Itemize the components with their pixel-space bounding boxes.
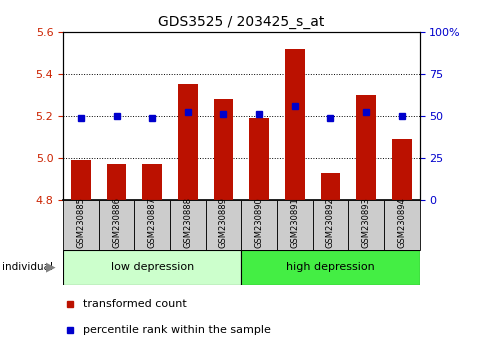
Text: GSM230891: GSM230891 <box>289 197 299 248</box>
Bar <box>134 200 170 250</box>
Bar <box>142 164 162 200</box>
Text: ▶: ▶ <box>46 261 56 274</box>
Bar <box>106 164 126 200</box>
Bar <box>99 200 134 250</box>
Bar <box>312 200 348 250</box>
Text: low depression: low depression <box>110 262 194 272</box>
Text: percentile rank within the sample: percentile rank within the sample <box>82 325 270 335</box>
Bar <box>249 118 268 200</box>
Text: GSM230892: GSM230892 <box>325 197 334 248</box>
Title: GDS3525 / 203425_s_at: GDS3525 / 203425_s_at <box>158 16 324 29</box>
Bar <box>71 160 91 200</box>
Bar <box>391 139 410 200</box>
Bar <box>213 99 233 200</box>
Text: GSM230887: GSM230887 <box>147 197 156 248</box>
Bar <box>276 200 312 250</box>
Bar <box>241 250 419 285</box>
Bar <box>63 250 241 285</box>
Bar <box>63 200 99 250</box>
Bar <box>178 84 197 200</box>
Bar <box>285 49 304 200</box>
Bar <box>241 200 276 250</box>
Text: high depression: high depression <box>286 262 374 272</box>
Text: GSM230888: GSM230888 <box>183 197 192 248</box>
Text: GSM230886: GSM230886 <box>112 197 121 248</box>
Text: GSM230890: GSM230890 <box>254 197 263 248</box>
Bar <box>348 200 383 250</box>
Bar <box>383 200 419 250</box>
Bar <box>356 95 375 200</box>
Text: individual: individual <box>2 262 53 272</box>
Bar <box>169 200 205 250</box>
Text: GSM230889: GSM230889 <box>218 197 227 248</box>
Text: GSM230894: GSM230894 <box>396 197 406 248</box>
Bar <box>320 173 339 200</box>
Text: GSM230885: GSM230885 <box>76 197 85 248</box>
Text: transformed count: transformed count <box>82 298 186 309</box>
Bar <box>205 200 241 250</box>
Text: GSM230893: GSM230893 <box>361 197 370 248</box>
